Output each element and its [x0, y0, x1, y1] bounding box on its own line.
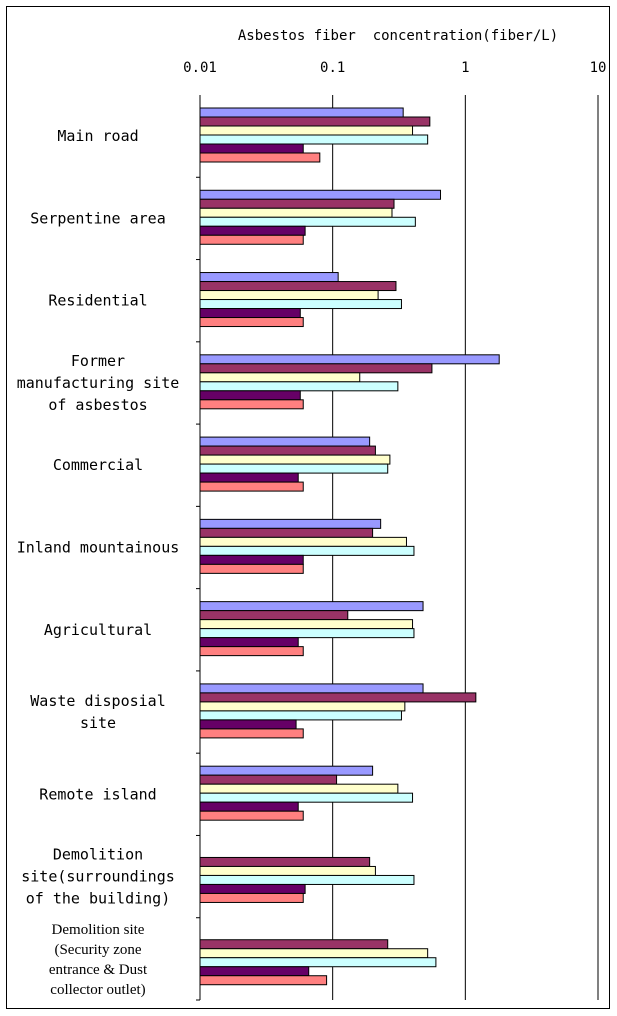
category-label: Former manufacturing site of asbestos	[17, 352, 180, 414]
bar	[199, 463, 389, 474]
bar	[199, 225, 306, 236]
bar	[199, 454, 391, 465]
bar	[199, 856, 371, 867]
bar	[199, 272, 339, 283]
bar	[199, 948, 429, 959]
bar	[199, 198, 395, 209]
bar	[199, 801, 299, 812]
bar	[199, 966, 310, 977]
bar	[199, 692, 477, 703]
bar	[199, 563, 304, 574]
bar	[199, 363, 433, 374]
chart-title: Asbestos fiber concentration(fiber/L)	[238, 28, 558, 44]
category-label: Serpentine area	[30, 209, 165, 227]
bar	[199, 701, 406, 712]
category-label: Demolition site (Security zone entrance & …	[49, 922, 148, 998]
bar	[199, 774, 338, 785]
y-axis	[196, 95, 201, 1001]
bar	[199, 445, 376, 456]
bar	[199, 125, 414, 136]
bar	[199, 216, 416, 227]
category-label: Inland mountainous	[17, 539, 180, 557]
bar	[199, 234, 304, 245]
bar	[199, 975, 328, 986]
category-labels: Main road Serpentine area Residential Forme…	[17, 127, 180, 998]
bar	[199, 939, 389, 950]
bar	[199, 317, 304, 328]
bar	[199, 536, 407, 547]
bar	[199, 710, 402, 721]
bar	[199, 390, 301, 401]
bars	[199, 107, 500, 986]
bar	[199, 646, 304, 657]
bar	[199, 883, 306, 894]
category-label: Agricultural	[44, 621, 152, 639]
bar	[199, 792, 414, 803]
category-label: Commercial	[53, 456, 143, 474]
bar	[199, 874, 415, 885]
bar	[199, 116, 431, 127]
bar	[199, 207, 393, 218]
bar	[199, 601, 424, 612]
bar	[199, 381, 399, 392]
category-label: Main road	[57, 127, 138, 145]
bar	[199, 472, 299, 483]
bar	[199, 354, 500, 365]
bar	[199, 637, 299, 648]
bar	[199, 372, 361, 383]
bar	[199, 152, 321, 163]
chart-frame	[6, 6, 610, 1009]
bar	[199, 545, 415, 556]
bar	[199, 865, 376, 876]
bar	[199, 134, 429, 145]
bar	[199, 481, 304, 492]
x-tick-label: 0.01	[183, 60, 217, 76]
bar	[199, 719, 297, 730]
bar	[199, 399, 304, 410]
category-label: Waste disposial site	[30, 692, 165, 732]
bar	[199, 527, 374, 538]
bar	[199, 765, 374, 776]
category-label: Demolition site(surroundings of the buildi…	[21, 846, 175, 908]
x-tick-labels: 0.01 0.1 1 10	[183, 60, 606, 76]
x-tick-label: 10	[590, 60, 607, 76]
bar	[199, 143, 304, 154]
bar	[199, 107, 404, 118]
bar	[199, 810, 304, 821]
category-label: Residential	[48, 292, 147, 310]
bar	[199, 554, 304, 565]
bar	[199, 783, 399, 794]
bar	[199, 619, 414, 630]
bar	[199, 728, 304, 739]
bar	[199, 892, 304, 903]
bar	[199, 436, 371, 447]
bar	[199, 299, 402, 310]
bar	[199, 610, 349, 621]
category-label: Remote island	[39, 785, 156, 803]
bar	[199, 628, 415, 639]
bar	[199, 957, 437, 968]
bar	[199, 290, 379, 301]
bar	[199, 518, 382, 529]
bar	[199, 189, 442, 200]
bar	[199, 683, 424, 694]
x-tick-label: 1	[461, 60, 469, 76]
bar	[199, 281, 397, 292]
x-tick-label: 0.1	[320, 60, 345, 76]
bar	[199, 308, 301, 319]
